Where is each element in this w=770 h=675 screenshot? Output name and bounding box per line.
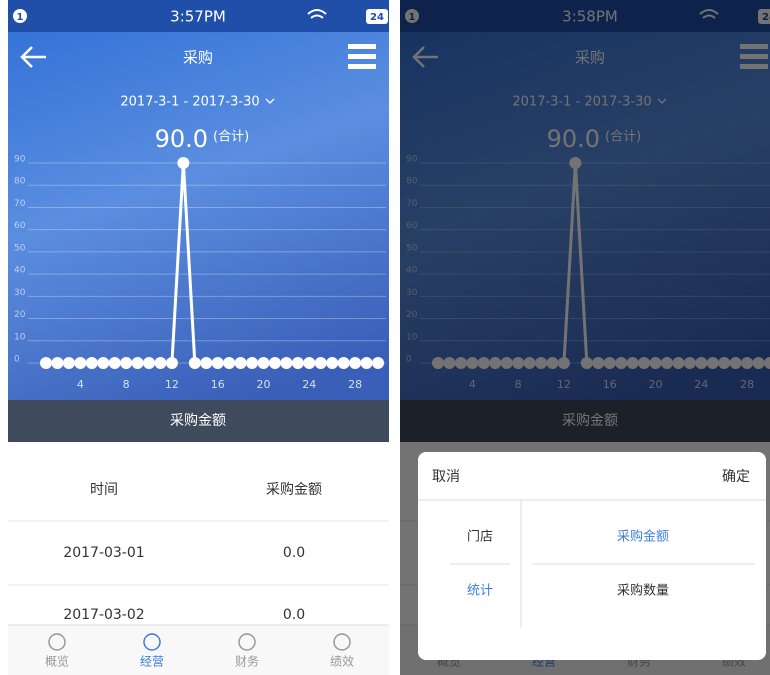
cancel-button[interactable]: 取消 (432, 469, 460, 485)
data-point (200, 357, 213, 369)
phone-screen: 1 3:57PM 24 采购 2017-3-1 - 2017-3-30 90.0 (合计) 0… (8, 0, 389, 675)
y-tick-label: 20 (14, 310, 26, 320)
chart-footer-label: 采购金额 (170, 413, 226, 429)
menu-button[interactable] (348, 44, 376, 49)
data-point (291, 357, 304, 369)
data-point (337, 357, 350, 369)
menu-button[interactable] (348, 64, 376, 69)
battery-icon (366, 9, 388, 24)
y-tick-label: 40 (14, 266, 26, 276)
notification-badge (13, 9, 27, 23)
table-header: 时间 (90, 482, 118, 498)
date-chevron (265, 98, 275, 104)
table-cell: 0.0 (283, 607, 305, 623)
data-point (40, 357, 52, 369)
status-time: 3:57PM (170, 8, 226, 26)
data-point (372, 357, 384, 369)
date-range[interactable]: 2017-3-1 - 2017-3-30 (120, 95, 259, 110)
data-point (120, 357, 133, 369)
data-point (51, 357, 64, 369)
y-tick-label: 80 (14, 177, 26, 187)
menu-button[interactable] (348, 54, 376, 59)
page-title: 采购 (183, 49, 213, 67)
back-button[interactable] (20, 46, 46, 68)
table-cell: 2017-03-01 (63, 545, 144, 561)
tab-icon[interactable] (238, 633, 256, 651)
total-note: (合计) (213, 130, 249, 145)
total-value: 90.0 (155, 125, 208, 153)
data-point (257, 357, 270, 369)
data-point (314, 357, 327, 369)
y-tick-label: 50 (14, 243, 26, 253)
data-point (360, 357, 373, 369)
tab-icon[interactable] (48, 633, 66, 651)
y-tick-label: 10 (14, 332, 26, 342)
tab-icon[interactable] (143, 633, 161, 651)
y-tick-label: 90 (14, 155, 26, 165)
tab-label[interactable]: 概览 (45, 654, 69, 669)
table-cell: 2017-03-02 (63, 607, 144, 623)
data-point (246, 357, 259, 369)
data-point (85, 357, 98, 369)
data-point (280, 357, 293, 369)
filter-option[interactable]: 采购数量 (617, 583, 669, 599)
y-tick-label: 60 (14, 221, 26, 231)
data-point (97, 357, 110, 369)
tab-label[interactable]: 经营 (140, 655, 164, 669)
data-point (326, 357, 339, 369)
data-point (188, 357, 201, 369)
confirm-button[interactable]: 确定 (722, 469, 750, 485)
data-point (223, 357, 236, 369)
filter-option[interactable]: 统计 (467, 584, 493, 599)
battery-level: 24 (370, 12, 384, 23)
phone-screen: 13:58PM24采购2017-3-1 - 2017-3-3090.0(合计)0… (400, 0, 770, 675)
x-tick-label: 20 (257, 378, 271, 391)
data-point (143, 357, 156, 369)
tab-bar (8, 625, 389, 675)
y-tick-label: 0 (14, 355, 20, 365)
tab-icon[interactable] (333, 633, 351, 651)
tab-label[interactable]: 财务 (235, 654, 259, 669)
y-tick-label: 30 (14, 288, 26, 298)
data-point (74, 357, 87, 369)
dialog (418, 452, 766, 660)
tab-label[interactable]: 绩效 (330, 654, 354, 669)
filter-option[interactable]: 采购金额 (617, 529, 669, 545)
x-tick-label: 28 (348, 378, 362, 391)
notification-count: 1 (17, 12, 24, 23)
data-point (211, 357, 224, 369)
data-point (62, 357, 75, 369)
x-tick-label: 8 (123, 378, 130, 391)
x-tick-label: 4 (77, 378, 84, 391)
chart-footer (8, 400, 389, 442)
data-point (131, 357, 144, 369)
table-header: 采购金额 (266, 482, 322, 498)
y-tick-label: 70 (14, 199, 26, 209)
data-point (154, 357, 167, 369)
data-point (268, 357, 281, 369)
table-cell: 0.0 (283, 545, 305, 561)
data-point (165, 357, 178, 369)
x-tick-label: 16 (211, 378, 225, 391)
filter-option[interactable]: 门店 (467, 530, 493, 545)
x-tick-label: 24 (302, 378, 316, 391)
status-bar (8, 0, 389, 32)
x-tick-label: 12 (165, 378, 179, 391)
data-point (234, 357, 247, 369)
data-point (108, 357, 121, 369)
wifi-icon (307, 9, 327, 19)
data-point (349, 357, 362, 369)
data-point (303, 357, 316, 369)
data-point (177, 157, 190, 169)
